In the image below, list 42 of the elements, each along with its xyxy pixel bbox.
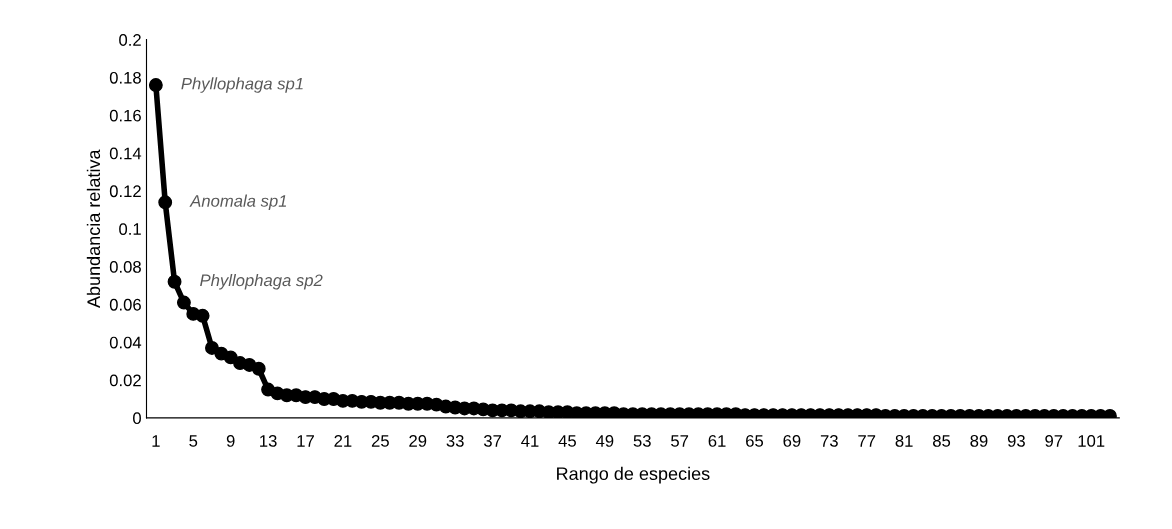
y-tick-label: 0.1 — [119, 223, 141, 235]
x-tick-label: 101 — [1078, 435, 1105, 447]
annotation: Phyllophaga sp1 — [181, 77, 303, 93]
x-tick-label: 41 — [521, 435, 539, 447]
x-tick-label: 13 — [260, 435, 277, 447]
x-tick-label: 85 — [933, 435, 951, 447]
x-tick-label: 21 — [334, 435, 352, 447]
y-tick-label: 0.12 — [109, 185, 141, 198]
y-tick-label: 0.14 — [109, 147, 142, 160]
y-tick-label: 0.04 — [109, 336, 142, 349]
x-tick-label: 73 — [820, 435, 838, 447]
x-tick-label: 53 — [633, 435, 651, 447]
annotation: Anomala sp1 — [189, 194, 287, 211]
x-tick-label: 1 — [152, 435, 160, 447]
y-tick-label: 0.16 — [109, 109, 141, 122]
x-tick-label: 45 — [558, 435, 576, 447]
x-tick-label: 77 — [858, 435, 876, 447]
x-tick-label: 69 — [783, 435, 801, 447]
x-tick-label: 33 — [446, 435, 464, 447]
y-tick-label: 0.18 — [109, 71, 141, 84]
x-tick-label: 65 — [746, 435, 764, 447]
x-tick-label: 37 — [483, 435, 502, 447]
y-tick-label: 0.02 — [109, 374, 141, 387]
x-tick-label: 93 — [1007, 435, 1025, 447]
x-tick-label: 89 — [970, 435, 988, 447]
y-tick-label: 0 — [133, 412, 141, 425]
y-tick-label: 0.2 — [119, 34, 141, 46]
x-tick-label: 61 — [708, 435, 726, 447]
x-tick-label: 5 — [189, 435, 198, 447]
x-tick-label: 81 — [895, 435, 913, 447]
x-axis-title: Rango de especies — [557, 466, 710, 484]
x-tick-label: 57 — [671, 435, 689, 447]
y-tick-label: 0.08 — [109, 261, 141, 273]
annotation: Phyllophaga sp2 — [200, 273, 323, 290]
y-axis-title: Abundancia relativa — [86, 149, 101, 309]
x-tick-label: 29 — [409, 435, 427, 447]
x-tick-label: 17 — [297, 435, 314, 447]
x-tick-label: 9 — [226, 435, 235, 447]
x-tick-label: 97 — [1045, 435, 1063, 447]
x-tick-label: 25 — [371, 435, 389, 447]
y-tick-label: 0.06 — [109, 298, 141, 311]
x-tick-label: 49 — [595, 435, 614, 447]
